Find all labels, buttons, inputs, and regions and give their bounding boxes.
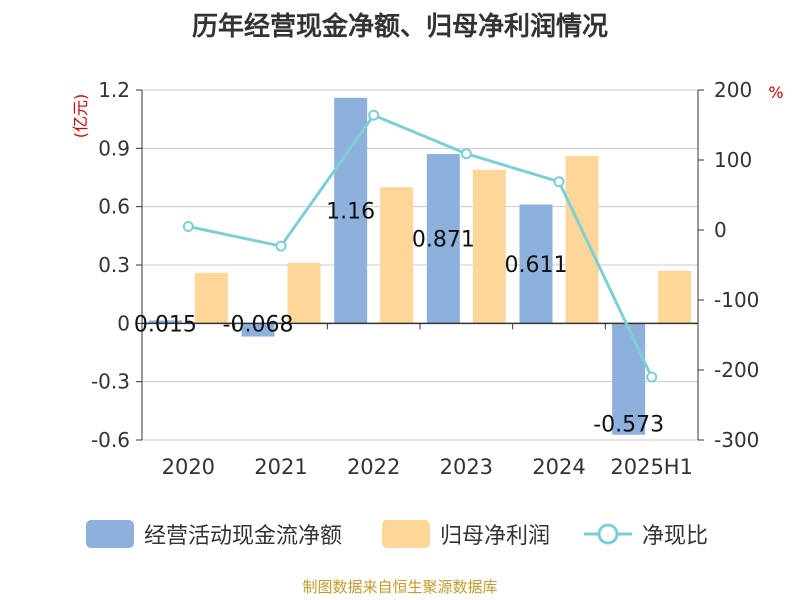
bar-cash (334, 97, 368, 324)
bar-cash (148, 320, 182, 324)
bar-profit (565, 156, 599, 324)
cash-data-label: -0.573 (593, 413, 664, 438)
cash-data-label: 0.015 (134, 312, 197, 337)
cash-data-label: -0.068 (223, 312, 294, 337)
legend-item-ratio[interactable]: 净现比 (582, 514, 708, 554)
legend-item-cash[interactable]: 经营活动现金流净额 (86, 514, 342, 554)
cash-data-label: 0.871 (412, 228, 475, 253)
grid-lines (142, 89, 698, 441)
y-right-tick-label: 100 (714, 148, 752, 172)
legend-line-ratio-icon (584, 523, 632, 545)
y-left-tick-label: -0.6 (91, 428, 130, 452)
y-right-unit: % (768, 83, 783, 102)
y-right-tick-label: -200 (714, 358, 759, 382)
x-tick-label: 2021 (254, 455, 307, 479)
y-left-tick-label: 0.3 (98, 253, 130, 277)
legend-swatch-cash (86, 520, 134, 548)
legend-label-cash: 经营活动现金流净额 (144, 524, 343, 549)
y-right-tick-label: 0 (714, 218, 727, 242)
y-right-tick-label: 200 (714, 78, 752, 102)
legend: 经营活动现金流净额 归母净利润 净现比 (0, 514, 800, 554)
y-left-tick-label: 0.9 (98, 136, 130, 160)
x-tick-label: 2023 (440, 455, 493, 479)
legend-label-ratio: 净现比 (642, 524, 709, 549)
ratio-point (553, 176, 565, 188)
y-left-tick-label: -0.3 (91, 370, 130, 394)
y-left-tick-label: 0.6 (98, 195, 130, 219)
ratio-point (646, 371, 658, 383)
chart-title: 历年经营现金净额、归母净利润情况 (191, 12, 608, 42)
y-left-tick-label: 0 (117, 311, 130, 335)
ratio-point (460, 148, 472, 160)
bars (148, 97, 692, 435)
bar-profit (380, 187, 414, 324)
legend-swatch-profit (382, 520, 430, 548)
y-left-unit: (亿元) (71, 94, 90, 139)
legend-item-profit[interactable]: 归母净利润 (382, 514, 550, 554)
bar-profit (658, 270, 692, 324)
source-note: 制图数据来自恒生聚源数据库 (302, 578, 498, 596)
bar-cash (426, 153, 460, 324)
bar-profit (472, 169, 506, 324)
y-right-tick-label: -300 (714, 428, 759, 452)
x-tick-label: 2025H1 (610, 455, 693, 479)
ratio-point (182, 221, 194, 232)
axes: 1.2 0.9 0.6 0.3 0 -0.3 -0.6 200 100 0 -100 -200 -300… (71, 78, 784, 479)
chart-plot: 1.2 0.9 0.6 0.3 0 -0.3 -0.6 200 100 0 -100 -200 -300… (71, 78, 784, 479)
bar-cash (612, 323, 646, 435)
y-right-tick-label: -100 (714, 288, 759, 312)
legend-label-profit: 归母净利润 (440, 524, 551, 549)
cash-data-label: 0.611 (505, 253, 568, 278)
ratio-point (368, 109, 380, 121)
bar-profit (194, 272, 228, 324)
ratio-line (182, 109, 658, 383)
x-tick-label: 2020 (162, 455, 215, 479)
x-tick-label: 2024 (532, 455, 585, 479)
bar-cash (519, 204, 553, 324)
data-labels: 0.015 -0.068 1.16 0.871 0.611 -0.573 (134, 200, 664, 438)
bar-cash (241, 323, 275, 337)
bar-profit (287, 263, 321, 324)
ratio-point (275, 240, 287, 252)
y-left-tick-label: 1.2 (98, 78, 130, 102)
ratio-line-path (188, 113, 654, 378)
x-tick-label: 2022 (347, 455, 400, 479)
cash-data-label: 1.16 (326, 200, 375, 225)
